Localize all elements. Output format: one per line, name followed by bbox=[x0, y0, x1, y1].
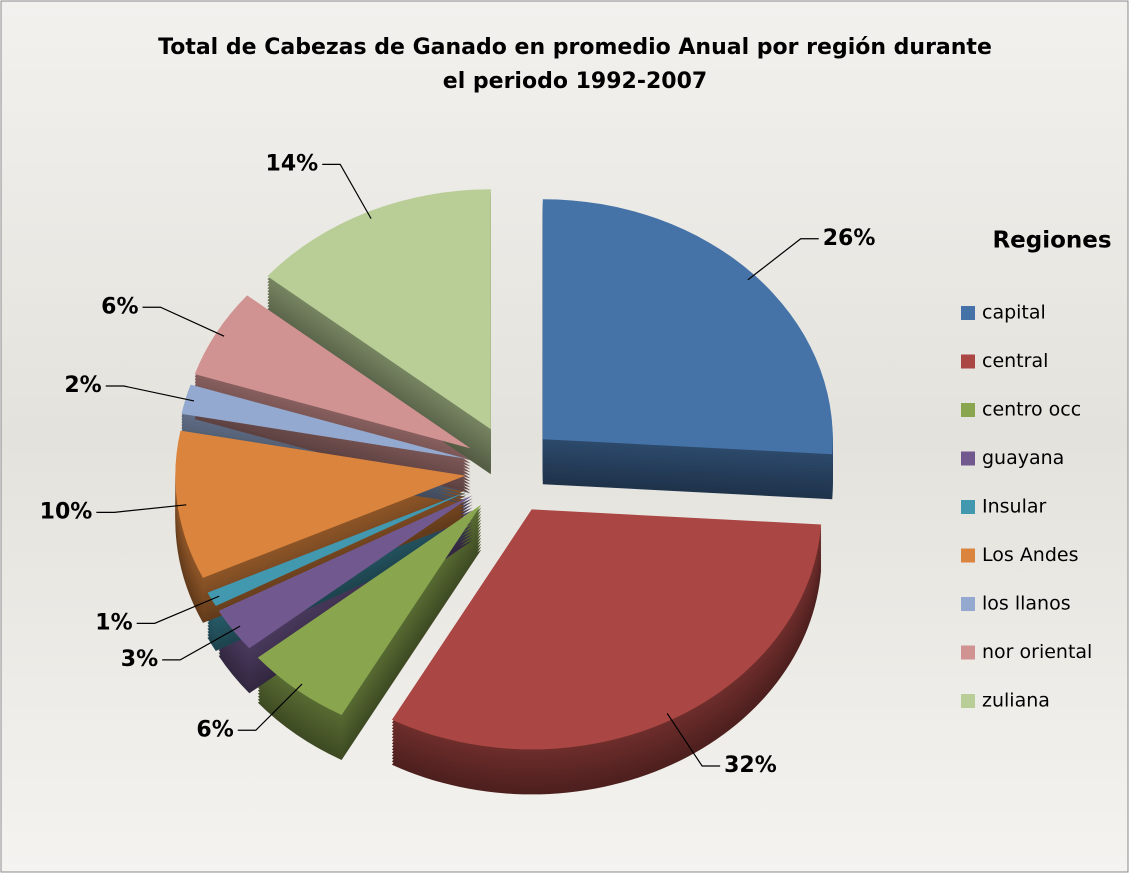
leader-line bbox=[237, 683, 303, 731]
leader-line bbox=[142, 306, 225, 337]
legend-swatch bbox=[961, 500, 975, 514]
slice bbox=[181, 384, 467, 459]
legend-label: Los Andes bbox=[982, 544, 1079, 566]
data-label: 3% bbox=[121, 647, 158, 672]
legend-label: nor oriental bbox=[982, 641, 1092, 663]
legend-label: centro occ bbox=[982, 399, 1081, 421]
legend-swatch bbox=[961, 694, 975, 708]
legend-swatch bbox=[961, 451, 975, 466]
leader-line bbox=[162, 625, 241, 661]
chart-title: Total de Cabezas de Ganado en promedio A… bbox=[158, 35, 992, 94]
legend-title: Regiones bbox=[992, 228, 1111, 254]
data-label: 32% bbox=[724, 753, 777, 778]
leader-line bbox=[136, 595, 220, 624]
slice bbox=[267, 189, 491, 430]
leader-line bbox=[105, 385, 195, 402]
leader-line bbox=[322, 163, 372, 219]
legend-label: guayana bbox=[982, 447, 1064, 469]
legend-swatch bbox=[961, 645, 975, 660]
data-label: 26% bbox=[823, 226, 876, 251]
legend-label: los llanos bbox=[982, 593, 1071, 615]
legend-swatch bbox=[961, 354, 975, 369]
data-label: 1% bbox=[95, 610, 132, 635]
slice bbox=[391, 509, 822, 750]
data-label: 14% bbox=[266, 151, 319, 176]
data-label: 10% bbox=[40, 499, 93, 524]
slice bbox=[542, 199, 833, 455]
slice bbox=[194, 295, 471, 449]
legend-swatch bbox=[961, 403, 975, 417]
data-label: 6% bbox=[101, 294, 138, 319]
leader-line bbox=[747, 238, 819, 281]
legend-label: zuliana bbox=[982, 690, 1050, 712]
legend-swatch bbox=[961, 597, 975, 611]
slice bbox=[207, 490, 470, 607]
leader-line bbox=[666, 713, 721, 767]
slice bbox=[257, 504, 482, 715]
legend-label: capital bbox=[982, 302, 1046, 324]
legend-label: central bbox=[982, 350, 1048, 372]
data-label: 6% bbox=[196, 717, 233, 742]
leader-line bbox=[96, 504, 187, 513]
data-label: 2% bbox=[64, 373, 101, 398]
legend-swatch bbox=[961, 548, 975, 563]
slice bbox=[218, 495, 473, 649]
legend-swatch bbox=[961, 306, 975, 320]
slice bbox=[175, 430, 466, 578]
legend-label: Insular bbox=[982, 496, 1047, 518]
